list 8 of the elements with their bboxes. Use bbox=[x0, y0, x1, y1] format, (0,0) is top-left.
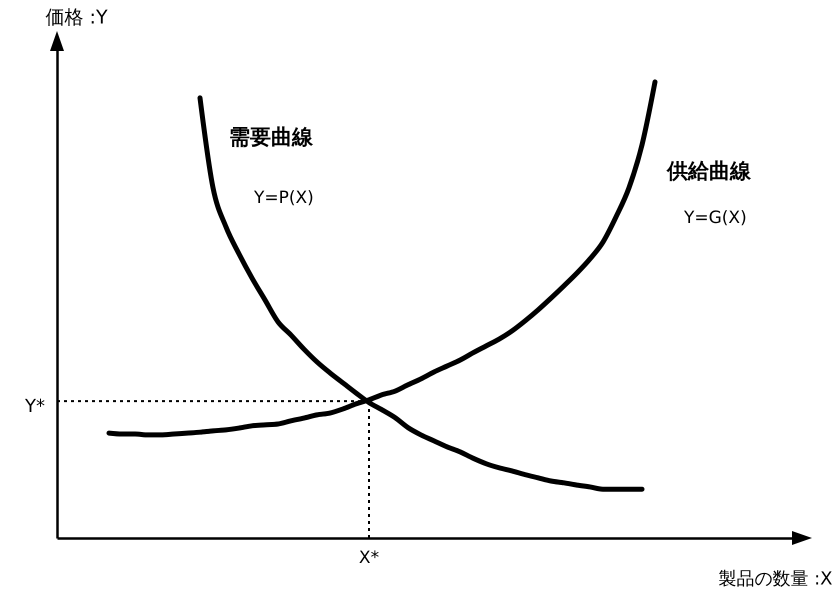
y-axis-title: 価格 :Y bbox=[46, 6, 108, 28]
ref-line-label: Y* bbox=[24, 396, 45, 418]
series-label: 需要曲線 bbox=[229, 124, 314, 149]
annotation: Y=G(X) bbox=[683, 208, 747, 228]
text: X* bbox=[358, 548, 380, 568]
annotation: Y=P(X) bbox=[253, 188, 314, 208]
series-label: 供給曲線 bbox=[666, 158, 752, 183]
x-axis-title: 製品の数量 :X bbox=[718, 568, 832, 590]
